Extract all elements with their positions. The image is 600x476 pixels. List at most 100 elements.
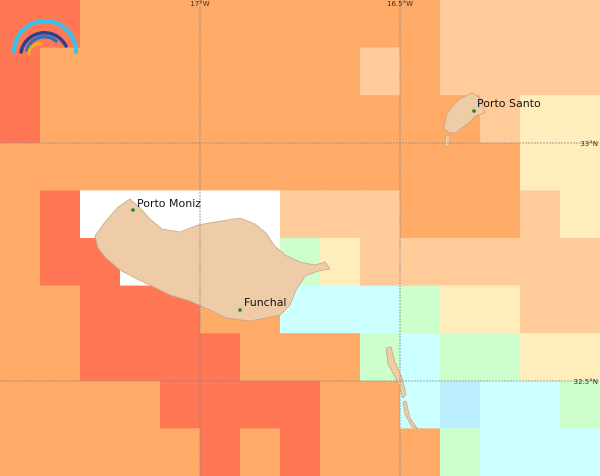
town-dot-porto-santo	[472, 109, 476, 113]
grid-cell	[520, 190, 561, 239]
grid-cell	[0, 428, 41, 476]
grid-cell	[320, 428, 361, 476]
rainbow-arcs-logo	[12, 19, 78, 56]
grid-cell	[320, 238, 361, 287]
porto-santo-island	[443, 92, 486, 148]
grid-cell	[440, 190, 481, 239]
grid-cell	[440, 285, 481, 334]
town-markers: Porto Santo Porto Moniz Funchal	[131, 97, 541, 312]
grid-cell	[0, 285, 41, 334]
grid-cell	[200, 47, 241, 96]
grid-cell	[520, 285, 561, 334]
grid-cell	[520, 333, 561, 382]
town-label-porto-santo: Porto Santo	[477, 97, 541, 110]
grid-cell	[120, 285, 161, 334]
grid-cell	[560, 428, 600, 476]
grid-cell	[560, 190, 600, 239]
grid-cell	[160, 380, 201, 429]
grid-cell	[400, 238, 441, 287]
grid-cell	[320, 47, 361, 96]
grid-cell	[80, 380, 121, 429]
grid-cell	[560, 0, 600, 49]
town-dot-funchal	[238, 308, 242, 312]
grid-cell	[280, 428, 321, 476]
grid-cell	[280, 47, 321, 96]
grid-cell	[320, 0, 361, 49]
grid-cell	[80, 95, 121, 144]
grid-cell	[520, 95, 561, 144]
grid-cell	[440, 333, 481, 382]
grid-cell	[400, 333, 441, 382]
grid-cell	[0, 380, 41, 429]
grid-cell	[160, 428, 201, 476]
grid-cell	[520, 238, 561, 287]
grid-cell	[280, 190, 321, 239]
grid-cell	[240, 333, 281, 382]
grid-cell	[120, 95, 161, 144]
grid-cell	[360, 285, 401, 334]
grid-cell	[280, 380, 321, 429]
grid-cell	[480, 190, 521, 239]
grid-cell	[40, 142, 81, 191]
grid-cell	[40, 285, 81, 334]
grid-cell	[160, 142, 201, 191]
grid-cell	[200, 333, 241, 382]
desertas-islands	[385, 346, 418, 429]
grid-cell	[160, 95, 201, 144]
grid-cell	[80, 285, 121, 334]
grid-cell	[40, 380, 81, 429]
grid-cell	[40, 95, 81, 144]
grid-cell	[80, 0, 121, 49]
grid-cell	[40, 238, 81, 287]
grid-cell	[560, 238, 600, 287]
lon-label-16-5w: 16.5°W	[387, 0, 413, 8]
grid-cell	[240, 47, 281, 96]
grid-cell	[480, 238, 521, 287]
grid-cell	[440, 428, 481, 476]
grid-cell	[560, 285, 600, 334]
grid-cell	[560, 380, 600, 429]
grid-cell	[360, 428, 401, 476]
grid-cell	[200, 428, 241, 476]
grid-cell	[400, 142, 441, 191]
lon-label-17w: 17°W	[190, 0, 209, 8]
grid-cell	[120, 380, 161, 429]
grid-cell	[0, 238, 41, 287]
grid-cell	[120, 428, 161, 476]
grid-cell	[80, 142, 121, 191]
grid-cell	[480, 95, 521, 144]
grid-cell	[240, 0, 281, 49]
grid-cell	[200, 95, 241, 144]
grid-cell	[320, 285, 361, 334]
grid-cell	[520, 380, 561, 429]
grid-cell	[240, 380, 281, 429]
grid-cell	[360, 47, 401, 96]
grid-cell	[400, 0, 441, 49]
grid-cell	[280, 333, 321, 382]
town-label-porto-moniz: Porto Moniz	[137, 197, 201, 210]
grid-cell	[480, 0, 521, 49]
grid-cell	[200, 380, 241, 429]
grid-cell	[80, 333, 121, 382]
grid-cell	[240, 428, 281, 476]
lat-label-32-5n: 32.5°N	[574, 378, 598, 386]
grid-cell	[400, 428, 441, 476]
grid-cell	[240, 142, 281, 191]
grid-cell	[200, 142, 241, 191]
grid-cell	[0, 333, 41, 382]
grid-cell	[440, 142, 481, 191]
grid-cell	[320, 142, 361, 191]
grid-cell	[40, 428, 81, 476]
grid-cell	[360, 0, 401, 49]
grid-cell	[280, 0, 321, 49]
grid-cell	[320, 380, 361, 429]
grid-cell	[0, 190, 41, 239]
grid-cell	[520, 142, 561, 191]
grid-cell	[80, 47, 121, 96]
grid-cell	[400, 47, 441, 96]
grid-cell	[0, 142, 41, 191]
grid-cell	[40, 333, 81, 382]
